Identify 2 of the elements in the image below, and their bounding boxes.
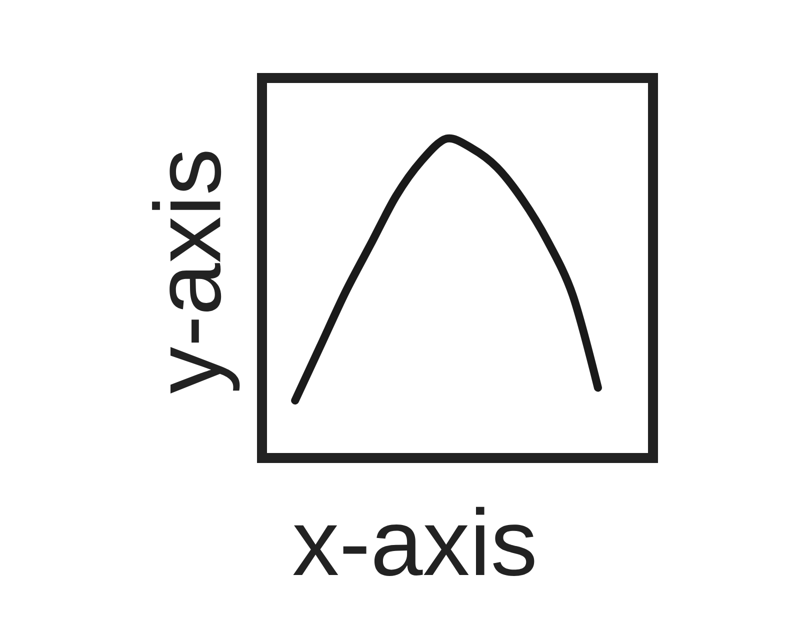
x-axis-title: x-axis: [293, 506, 534, 576]
y-axis-title: y-axis: [152, 152, 240, 394]
